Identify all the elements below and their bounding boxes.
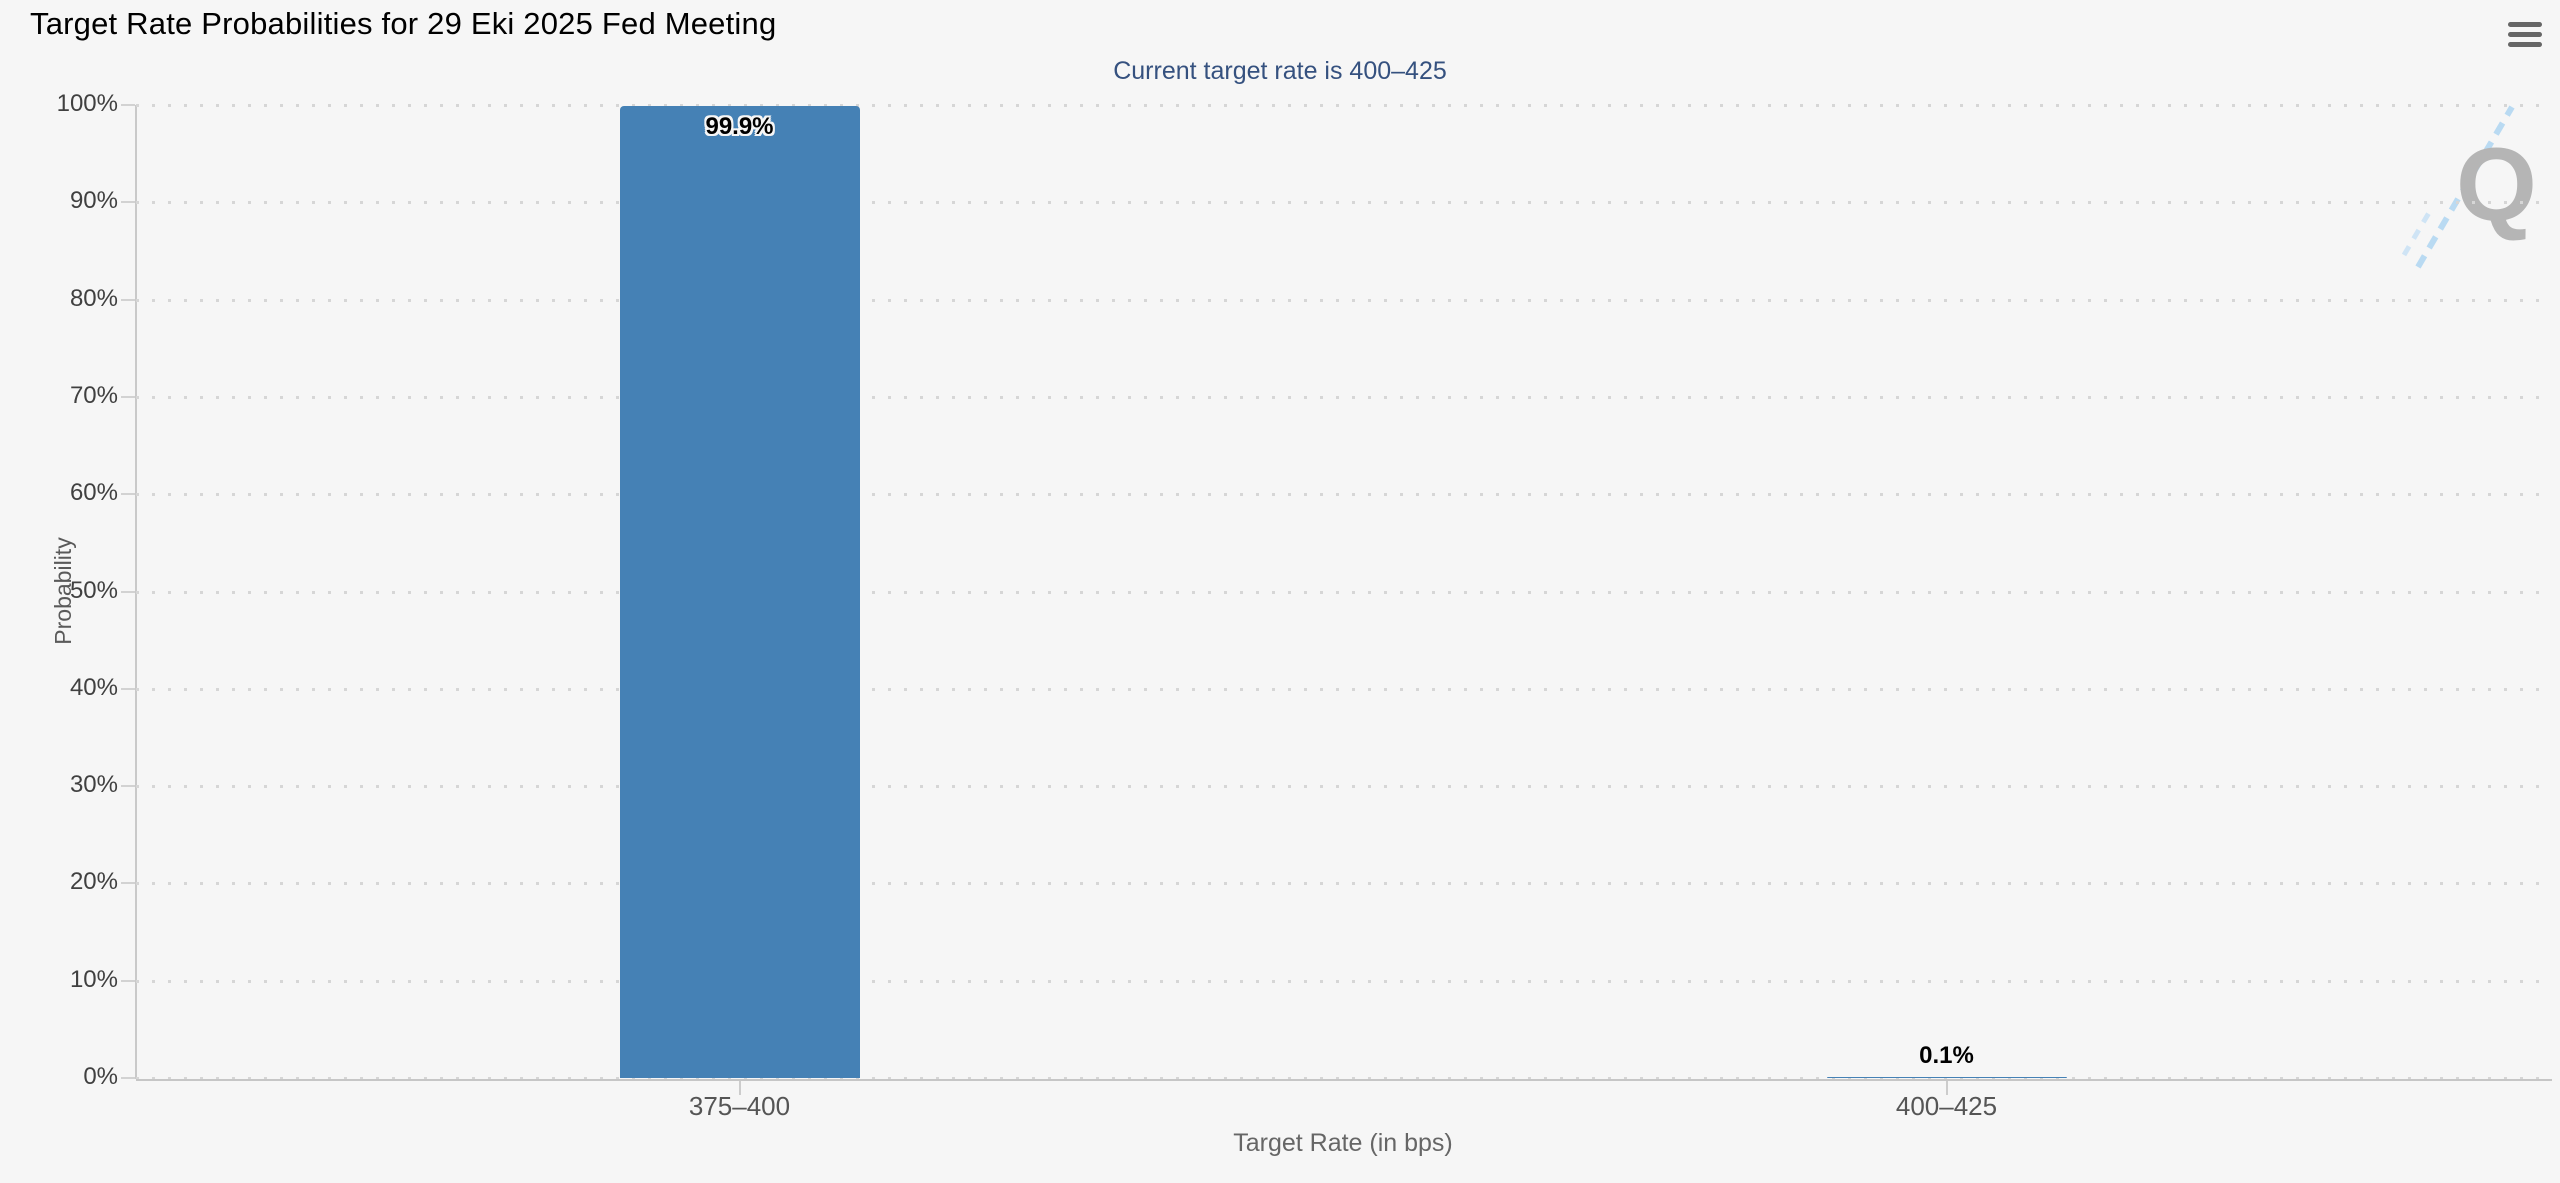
y-axis-tick [121, 1077, 135, 1079]
watermark-q-letter: Q [2456, 127, 2537, 243]
gridline [136, 201, 2550, 205]
watermark-streak-icon [2401, 105, 2515, 269]
gridline [136, 882, 2550, 886]
y-axis-label: 60% [69, 479, 118, 507]
y-axis-tick [121, 493, 135, 496]
category-tick [1945, 1079, 1948, 1095]
gridline [136, 1077, 2550, 1080]
y-axis-tick [121, 979, 135, 982]
y-axis-tick [121, 395, 135, 398]
category-label: 375–400 [688, 1091, 791, 1121]
y-axis-label: 30% [69, 771, 118, 799]
gridline [136, 493, 2550, 497]
y-axis-tick [121, 785, 135, 788]
gridline [136, 395, 2550, 399]
bar-400–425[interactable] [1826, 1077, 2067, 1078]
bar-375–400[interactable] [619, 106, 860, 1078]
gridline [136, 590, 2550, 594]
y-axis-title: Probability [50, 537, 77, 645]
y-axis-tick [121, 882, 135, 885]
y-axis-label: 70% [69, 381, 118, 409]
y-axis-label: 90% [69, 187, 118, 215]
gridline [136, 979, 2550, 983]
category-tick [738, 1079, 741, 1095]
bar-value-label: 0.1% [1919, 1042, 1974, 1069]
y-axis-label: 40% [69, 673, 118, 701]
y-axis-label: 0% [83, 1063, 118, 1090]
y-axis-label: 20% [69, 868, 118, 896]
gridline [136, 298, 2550, 302]
y-axis-tick [121, 687, 135, 690]
y-axis-label: 50% [69, 576, 118, 604]
y-axis-tick [121, 590, 135, 593]
chart-title: Target Rate Probabilities for 29 Eki 202… [30, 6, 777, 41]
gridline [136, 785, 2550, 789]
y-axis-label: 100% [56, 90, 118, 117]
hamburger-menu-icon [2508, 41, 2542, 47]
y-axis-label: 10% [69, 965, 118, 993]
hamburger-menu-icon [2508, 31, 2542, 37]
y-axis-tick [121, 104, 135, 106]
category-label: 400–425 [1895, 1091, 1998, 1121]
export-menu-button[interactable] [2504, 16, 2546, 52]
gridline [136, 104, 2550, 107]
bar-value-label: 99.9% [705, 113, 774, 140]
gridline [136, 687, 2550, 691]
y-axis-tick [121, 201, 135, 204]
quikstrike-watermark: Q [2400, 95, 2560, 285]
hamburger-menu-icon [2508, 21, 2542, 27]
y-axis-tick [121, 298, 135, 301]
x-axis-title: Target Rate (in bps) [1233, 1129, 1453, 1157]
x-axis-line [136, 1079, 2552, 1081]
y-axis-label: 80% [69, 284, 118, 312]
chart-subtitle: Current target rate is 400–425 [1113, 57, 1447, 85]
